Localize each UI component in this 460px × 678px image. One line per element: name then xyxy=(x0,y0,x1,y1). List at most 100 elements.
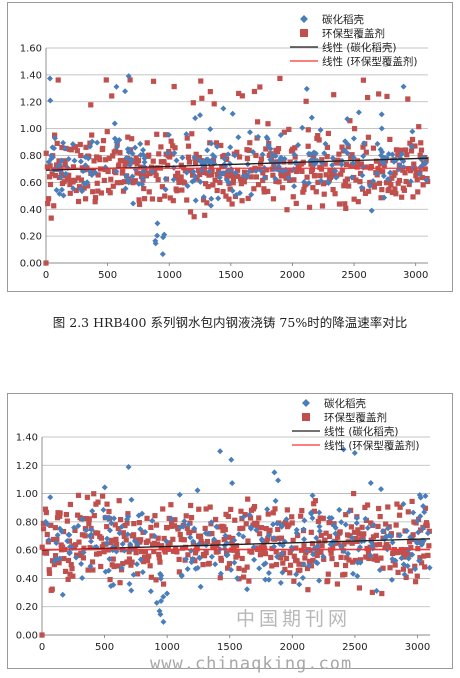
point-环保型覆盖剂 xyxy=(75,175,81,181)
point-碳化稻壳 xyxy=(53,556,60,563)
point-环保型覆盖剂 xyxy=(394,549,401,556)
point-环保型覆盖剂 xyxy=(362,504,368,511)
point-环保型覆盖剂 xyxy=(203,506,209,512)
point-环保型覆盖剂 xyxy=(215,172,221,178)
point-环保型覆盖剂 xyxy=(299,507,305,514)
legend-label: 线性 (环保型覆盖剂) xyxy=(324,439,420,452)
point-环保型覆盖剂 xyxy=(168,138,174,144)
point-碳化稻壳 xyxy=(225,151,232,158)
point-环保型覆盖剂 xyxy=(383,521,389,527)
point-环保型覆盖剂 xyxy=(40,520,47,526)
point-环保型覆盖剂 xyxy=(211,539,217,546)
point-环保型覆盖剂 xyxy=(212,177,218,183)
point-碳化稻壳 xyxy=(88,531,95,538)
point-环保型覆盖剂 xyxy=(230,543,236,549)
point-环保型覆盖剂 xyxy=(373,158,380,164)
point-环保型覆盖剂 xyxy=(408,545,414,551)
point-环保型覆盖剂 xyxy=(294,558,300,564)
point-环保型覆盖剂 xyxy=(222,527,228,533)
point-环保型覆盖剂 xyxy=(305,143,311,149)
point-环保型覆盖剂 xyxy=(189,131,195,137)
point-环保型覆盖剂 xyxy=(160,506,166,512)
point-环保型覆盖剂 xyxy=(242,512,248,518)
point-碳化稻壳 xyxy=(113,548,120,555)
point-环保型覆盖剂 xyxy=(300,189,306,195)
point-环保型覆盖剂 xyxy=(112,546,118,552)
point-环保型覆盖剂 xyxy=(138,174,145,180)
point-环保型覆盖剂 xyxy=(241,169,248,175)
point-环保型覆盖剂 xyxy=(174,188,180,194)
point-碳化稻壳 xyxy=(220,170,227,177)
x-tick-label: 3000 xyxy=(403,270,428,281)
point-碳化稻壳 xyxy=(205,530,212,537)
point-碳化稻壳 xyxy=(350,570,357,577)
point-碳化稻壳 xyxy=(351,449,358,456)
point-碳化稻壳 xyxy=(272,152,279,159)
point-碳化稻壳 xyxy=(159,251,166,258)
point-碳化稻壳 xyxy=(180,523,187,530)
point-环保型覆盖剂 xyxy=(206,172,212,178)
point-碳化稻壳 xyxy=(71,157,78,164)
point-碳化稻壳 xyxy=(253,167,260,174)
point-碳化稻壳 xyxy=(106,556,113,563)
point-碳化稻壳 xyxy=(354,573,361,580)
point-碳化稻壳 xyxy=(422,493,429,500)
point-环保型覆盖剂 xyxy=(388,182,394,188)
point-环保型覆盖剂 xyxy=(422,166,428,172)
point-环保型覆盖剂 xyxy=(387,136,393,142)
point-碳化稻壳 xyxy=(353,520,360,527)
point-碳化稻壳 xyxy=(201,158,208,165)
point-环保型覆盖剂 xyxy=(198,78,204,84)
point-环保型覆盖剂 xyxy=(167,540,173,546)
point-环保型覆盖剂 xyxy=(267,527,273,533)
point-碳化稻壳 xyxy=(265,532,272,539)
point-环保型覆盖剂 xyxy=(296,561,302,567)
point-环保型覆盖剂 xyxy=(281,159,287,165)
point-环保型覆盖剂 xyxy=(328,172,334,179)
point-碳化稻壳 xyxy=(262,576,269,583)
point-碳化稻壳 xyxy=(364,524,371,531)
point-环保型覆盖剂 xyxy=(303,98,309,104)
point-碳化稻壳 xyxy=(250,148,257,155)
point-环保型覆盖剂 xyxy=(426,543,432,549)
point-碳化稻壳 xyxy=(73,554,80,561)
point-环保型覆盖剂 xyxy=(361,531,367,537)
point-碳化稻壳 xyxy=(194,487,201,494)
point-环保型覆盖剂 xyxy=(343,512,349,518)
point-碳化稻壳 xyxy=(369,545,376,552)
point-碳化稻壳 xyxy=(344,550,351,557)
point-环保型覆盖剂 xyxy=(346,183,352,189)
point-环保型覆盖剂 xyxy=(406,552,412,558)
point-环保型覆盖剂 xyxy=(274,159,280,165)
point-碳化稻壳 xyxy=(171,150,178,157)
point-碳化稻壳 xyxy=(208,519,215,526)
point-环保型覆盖剂 xyxy=(321,556,327,562)
point-碳化稻壳 xyxy=(208,553,215,560)
point-环保型覆盖剂 xyxy=(232,517,238,523)
point-碳化稻壳 xyxy=(277,132,284,139)
point-环保型覆盖剂 xyxy=(356,531,362,537)
point-环保型覆盖剂 xyxy=(332,191,338,197)
point-环保型覆盖剂 xyxy=(257,531,263,537)
point-碳化稻壳 xyxy=(51,557,58,564)
point-碳化稻壳 xyxy=(353,514,360,521)
point-碳化稻壳 xyxy=(300,526,307,533)
point-环保型覆盖剂 xyxy=(295,532,301,539)
point-环保型覆盖剂 xyxy=(318,166,325,172)
point-环保型覆盖剂 xyxy=(92,199,98,205)
point-环保型覆盖剂 xyxy=(260,170,266,176)
point-环保型覆盖剂 xyxy=(425,552,431,558)
point-环保型覆盖剂 xyxy=(136,520,142,526)
point-环保型覆盖剂 xyxy=(226,561,233,567)
point-环保型覆盖剂 xyxy=(95,188,101,194)
point-环保型覆盖剂 xyxy=(404,152,410,158)
point-环保型覆盖剂 xyxy=(185,154,192,160)
point-碳化稻壳 xyxy=(388,533,395,540)
point-环保型覆盖剂 xyxy=(345,144,351,150)
point-环保型覆盖剂 xyxy=(256,166,262,172)
point-环保型覆盖剂 xyxy=(373,553,379,559)
point-环保型覆盖剂 xyxy=(424,522,430,529)
point-环保型覆盖剂 xyxy=(261,189,267,195)
point-环保型覆盖剂 xyxy=(307,547,313,553)
point-碳化稻壳 xyxy=(358,184,365,191)
